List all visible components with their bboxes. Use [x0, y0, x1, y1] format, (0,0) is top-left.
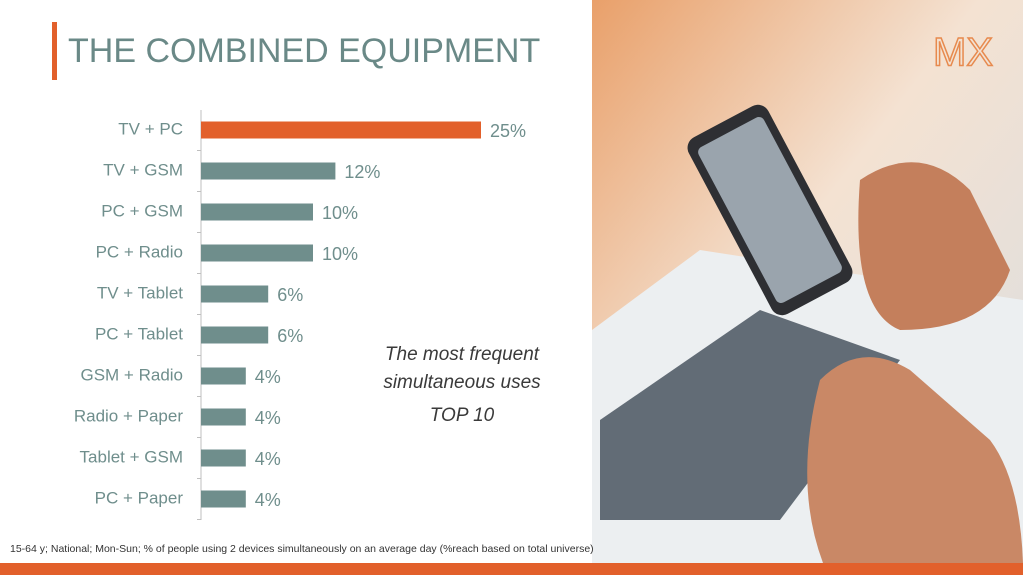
- photo: [592, 0, 1023, 563]
- category-label: TV + PC: [118, 119, 183, 138]
- bottom-stripe: [0, 563, 1023, 575]
- plot: TV + PC 25% TV + GSM 12% PC + GSM 10% PC + Rad…: [74, 119, 526, 520]
- category-label: Tablet + GSM: [80, 447, 183, 466]
- footnote: 15-64 y; National; Mon-Sun; % of people …: [10, 543, 594, 555]
- logo: MX: [933, 31, 993, 75]
- annotation: The most frequent: [385, 344, 540, 365]
- value-label: 6%: [277, 326, 303, 346]
- bar: [201, 449, 246, 467]
- category-label: GSM + Radio: [80, 365, 183, 384]
- category-label: PC + Radio: [96, 242, 183, 261]
- value-label: 10%: [322, 203, 358, 223]
- value-label: 6%: [277, 285, 303, 305]
- bar: [201, 162, 336, 180]
- value-label: 4%: [255, 490, 281, 510]
- category-label: TV + Tablet: [97, 283, 183, 302]
- bar: [201, 367, 246, 385]
- annotation: simultaneous uses: [383, 372, 541, 393]
- category-label: Radio + Paper: [74, 406, 183, 425]
- value-label: 10%: [322, 244, 358, 264]
- value-label: 4%: [255, 449, 281, 469]
- bar: [201, 121, 481, 139]
- bar: [201, 326, 269, 344]
- value-label: 25%: [490, 121, 526, 141]
- bar: [201, 203, 313, 221]
- category-label: TV + GSM: [103, 160, 183, 179]
- bar: [201, 408, 246, 426]
- chart-title: THE COMBINED EQUIPMENT: [68, 32, 540, 70]
- bar: [201, 244, 313, 262]
- annotation: TOP 10: [430, 405, 495, 426]
- value-label: 12%: [344, 162, 380, 182]
- title-accent: [52, 22, 57, 80]
- value-label: 4%: [255, 408, 281, 428]
- category-label: PC + Paper: [95, 488, 184, 507]
- bar: [201, 285, 269, 303]
- bar: [201, 490, 246, 508]
- category-label: PC + GSM: [101, 201, 183, 220]
- value-label: 4%: [255, 367, 281, 387]
- category-label: PC + Tablet: [95, 324, 183, 343]
